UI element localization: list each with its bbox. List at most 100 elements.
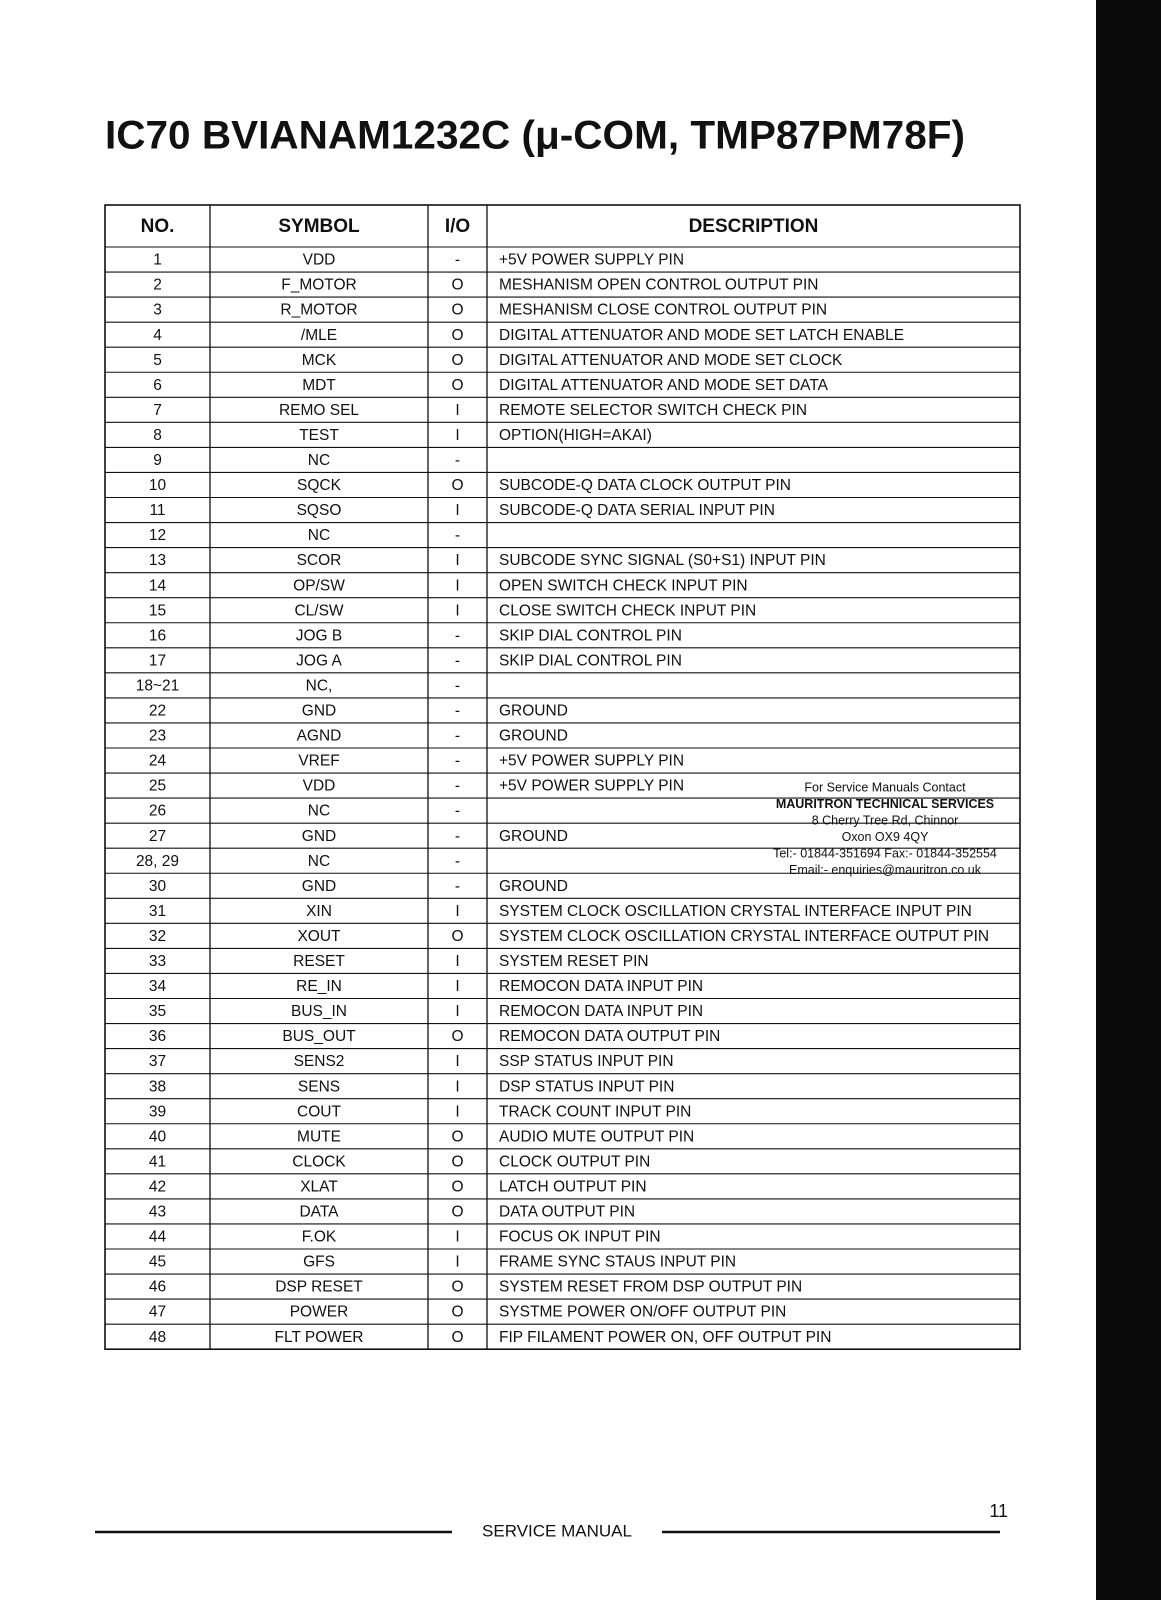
description-cell: OPTION(HIGH=AKAI)	[499, 427, 652, 444]
description-cell: DSP STATUS INPUT PIN	[499, 1078, 674, 1095]
table-cell: -	[455, 452, 460, 469]
table-cell: O	[451, 377, 463, 394]
description-cell: TRACK COUNT INPUT PIN	[499, 1103, 691, 1120]
table-cell: VDD	[303, 252, 336, 269]
description-cell: SUBCODE-Q DATA SERIAL INPUT PIN	[499, 502, 775, 519]
table-cell: O	[451, 302, 463, 319]
table-cell: 1	[153, 252, 162, 269]
table-cell: 32	[149, 928, 166, 945]
table-cell: I	[455, 1078, 459, 1095]
table-cell: GND	[302, 828, 336, 845]
table-cell: 12	[149, 527, 166, 544]
description-cell: FIP FILAMENT POWER ON, OFF OUTPUT PIN	[499, 1329, 831, 1346]
table-cell: 3	[153, 302, 162, 319]
description-cell: +5V POWER SUPPLY PIN	[499, 778, 684, 795]
table-cell: 9	[153, 452, 162, 469]
table-cell: MDT	[302, 377, 336, 394]
table-cell: -	[455, 627, 460, 644]
table-cell: 45	[149, 1254, 166, 1271]
table-cell: -	[455, 853, 460, 870]
table-cell: 11	[149, 502, 165, 519]
scan-edge	[1096, 0, 1161, 1600]
table-cell: I	[455, 577, 459, 594]
description-cell: DIGITAL ATTENUATOR AND MODE SET CLOCK	[499, 352, 843, 369]
table-cell: I	[455, 903, 459, 920]
stamp-line: For Service Manuals Contact	[804, 780, 966, 794]
description-cell: SYSTEM CLOCK OSCILLATION CRYSTAL INTERFA…	[499, 928, 989, 945]
table-cell: 47	[149, 1304, 166, 1321]
table-cell: GND	[302, 878, 336, 895]
table-cell: CLOCK	[292, 1153, 346, 1170]
table-cell: 24	[149, 753, 167, 770]
description-cell: OPEN SWITCH CHECK INPUT PIN	[499, 577, 748, 594]
header-cell: SYMBOL	[278, 216, 360, 237]
description-cell: SKIP DIAL CONTROL PIN	[499, 652, 682, 669]
table-cell: VDD	[303, 778, 336, 795]
table-cell: 22	[149, 703, 166, 720]
description-cell: GROUND	[499, 828, 568, 845]
table-cell: -	[455, 728, 460, 745]
table-cell: I	[455, 502, 459, 519]
table-cell: NC,	[306, 677, 333, 694]
table-cell: OP/SW	[293, 577, 345, 594]
table-cell: F_MOTOR	[281, 277, 357, 294]
table-cell: O	[451, 1178, 463, 1195]
table-cell: O	[451, 1304, 463, 1321]
header-cell: I/O	[445, 216, 470, 237]
description-cell: +5V POWER SUPPLY PIN	[499, 753, 684, 770]
table-cell: 48	[149, 1329, 166, 1346]
table-cell: 25	[149, 778, 166, 795]
table-cell: O	[451, 352, 463, 369]
stamp-line: MAURITRON TECHNICAL SERVICES	[776, 797, 994, 811]
description-cell: SYSTEM RESET FROM DSP OUTPUT PIN	[499, 1279, 802, 1296]
table-cell: 14	[149, 577, 167, 594]
table-cell: -	[455, 803, 460, 820]
table-cell: SCOR	[297, 552, 342, 569]
description-cell: GROUND	[499, 878, 568, 895]
description-cell: CLOSE SWITCH CHECK INPUT PIN	[499, 602, 756, 619]
table-cell: -	[455, 878, 460, 895]
table-cell: O	[451, 277, 463, 294]
header-cell: DESCRIPTION	[689, 216, 819, 237]
table-cell: SQCK	[297, 477, 342, 494]
table-cell: TEST	[299, 427, 339, 444]
table-cell: 13	[149, 552, 166, 569]
table-cell: O	[451, 1153, 463, 1170]
table-cell: I	[455, 427, 459, 444]
description-cell: LATCH OUTPUT PIN	[499, 1178, 647, 1195]
description-cell: REMOCON DATA INPUT PIN	[499, 1003, 703, 1020]
description-cell: SUBCODE-Q DATA CLOCK OUTPUT PIN	[499, 477, 791, 494]
table-cell: 38	[149, 1078, 166, 1095]
description-cell: SYSTME POWER ON/OFF OUTPUT PIN	[499, 1304, 786, 1321]
table-cell: 8	[153, 427, 162, 444]
description-cell: FOCUS OK INPUT PIN	[499, 1229, 661, 1246]
table-cell: SENS	[298, 1078, 340, 1095]
description-cell: REMOCON DATA INPUT PIN	[499, 978, 703, 995]
table-cell: I	[455, 1003, 459, 1020]
description-cell: SSP STATUS INPUT PIN	[499, 1053, 674, 1070]
table-cell: I	[455, 978, 459, 995]
table-cell: 46	[149, 1279, 166, 1296]
table-cell: I	[455, 552, 459, 569]
description-cell: +5V POWER SUPPLY PIN	[499, 252, 684, 269]
table-cell: F.OK	[302, 1229, 337, 1246]
stamp-line: Email:- enquiries@mauritron.co.uk	[789, 863, 982, 877]
table-cell: RESET	[293, 953, 345, 970]
table-cell: O	[451, 477, 463, 494]
table-cell: -	[455, 252, 460, 269]
table-cell: -	[455, 527, 460, 544]
table-cell: O	[451, 1128, 463, 1145]
table-cell: I	[455, 1229, 459, 1246]
table-cell: JOG A	[296, 652, 342, 669]
table-cell: 10	[149, 477, 167, 494]
table-cell: 16	[149, 627, 166, 644]
table-cell: 33	[149, 953, 166, 970]
description-cell: DATA OUTPUT PIN	[499, 1204, 635, 1221]
table-cell: 18~21	[136, 677, 180, 694]
table-cell: NC	[308, 452, 330, 469]
table-cell: XIN	[306, 903, 332, 920]
table-cell: SENS2	[294, 1053, 345, 1070]
table-cell: O	[451, 1028, 463, 1045]
table-cell: /MLE	[301, 327, 337, 344]
table-cell: XLAT	[300, 1178, 338, 1195]
